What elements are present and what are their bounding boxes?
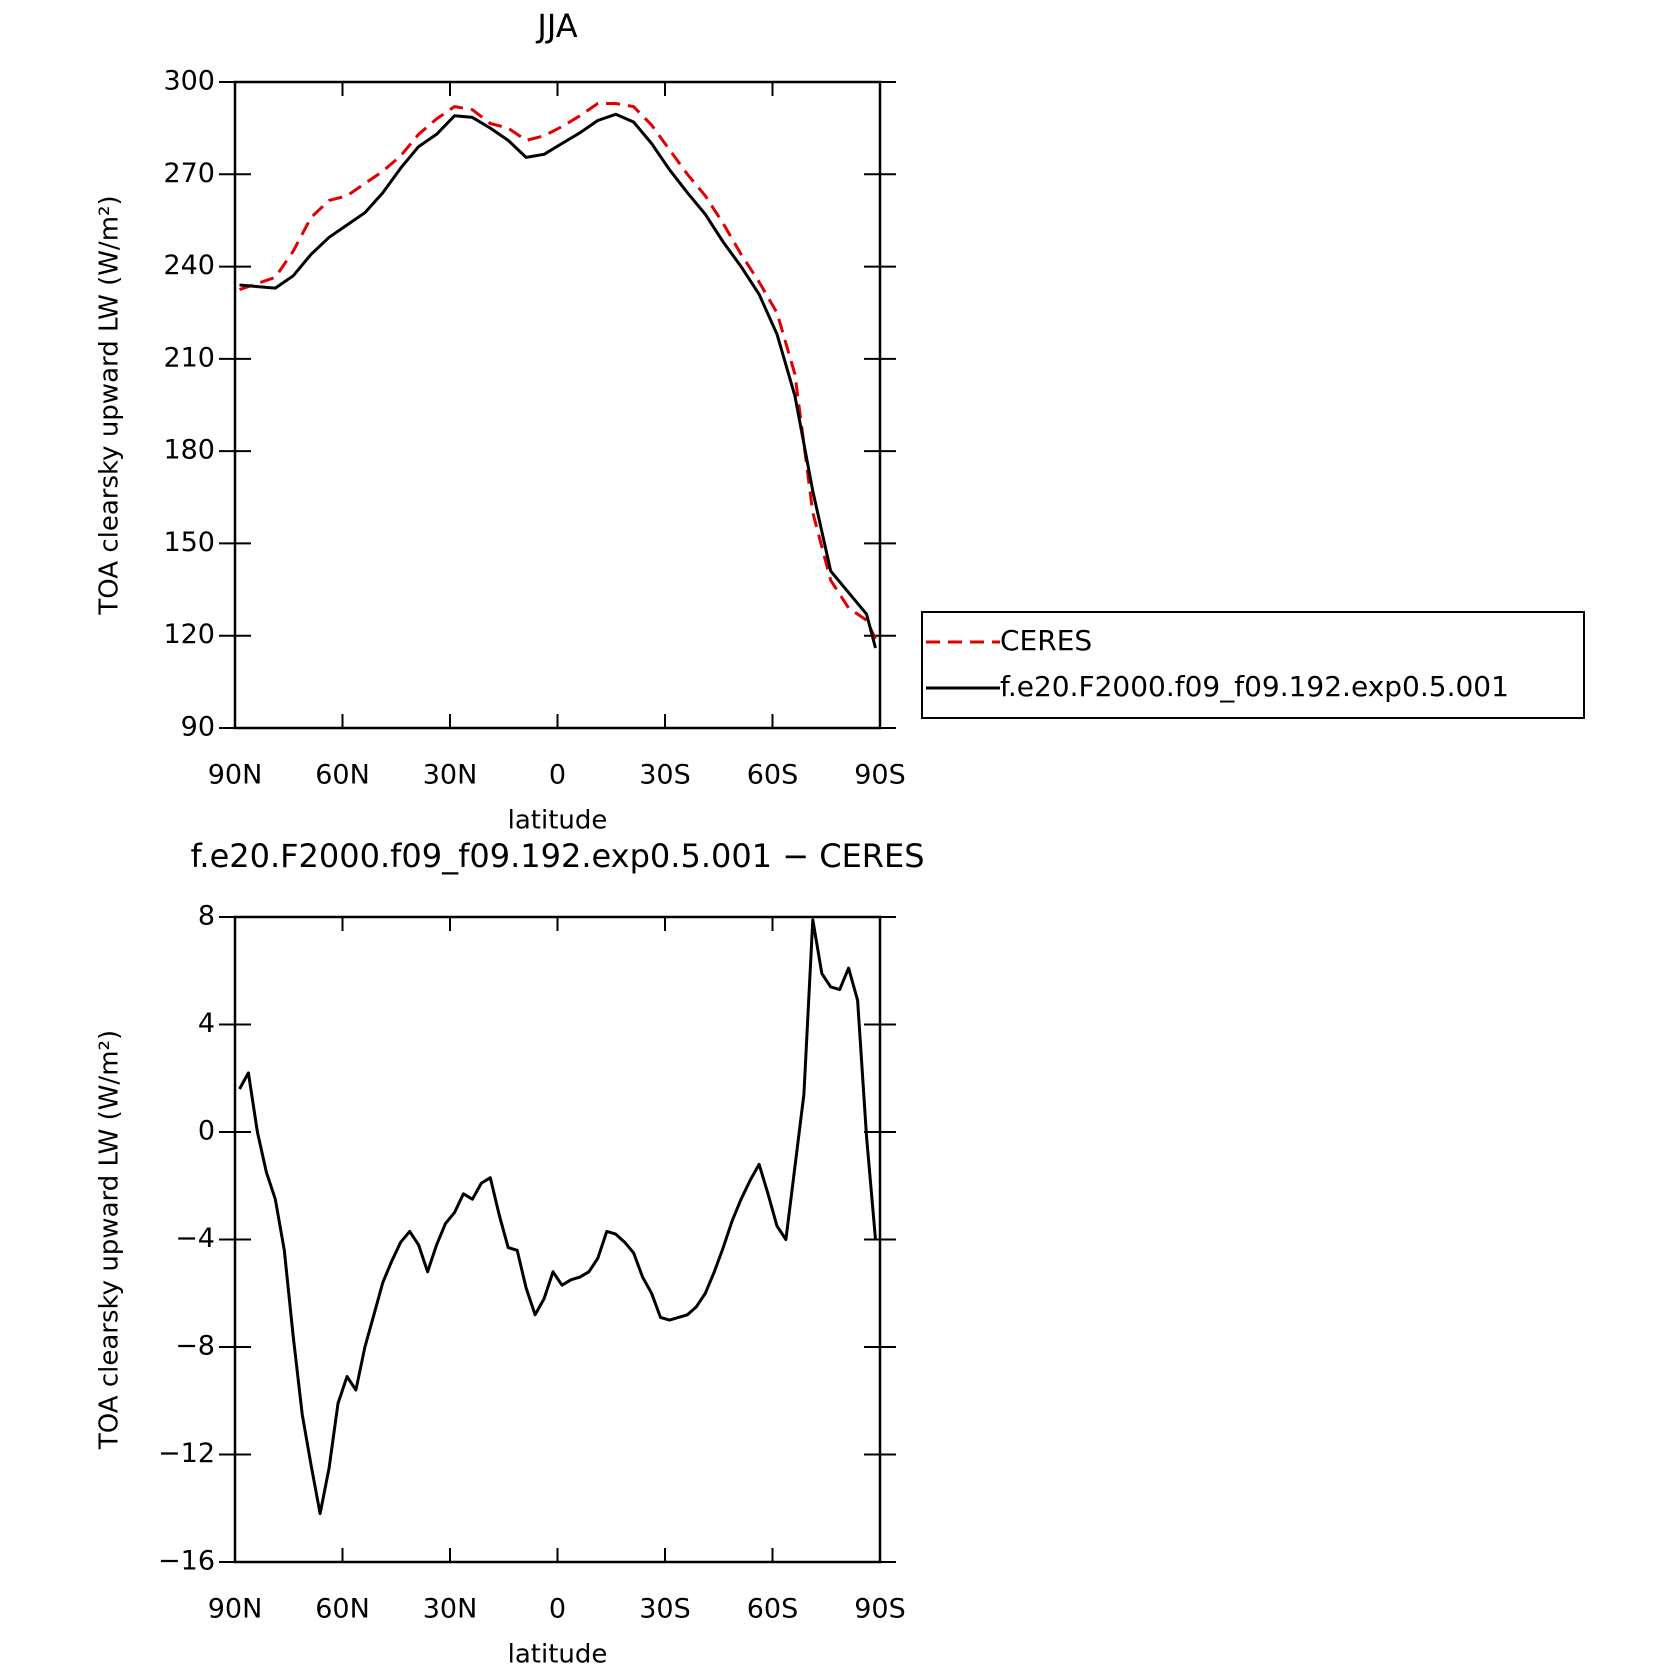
y-tick-label: −16 bbox=[158, 1546, 215, 1577]
y-tick-label: −4 bbox=[175, 1223, 215, 1254]
chart-title: f.e20.F2000.f09_f09.192.exp0.5.001 − CER… bbox=[190, 837, 924, 875]
x-tick-label: 0 bbox=[549, 1594, 566, 1625]
x-tick-label: 90N bbox=[208, 1594, 263, 1625]
y-tick-label: 240 bbox=[163, 250, 215, 281]
x-tick-label: 30S bbox=[639, 1594, 691, 1625]
x-tick-label: 60S bbox=[747, 760, 799, 791]
y-tick-label: 210 bbox=[163, 342, 215, 373]
x-tick-label: 0 bbox=[549, 760, 566, 791]
y-tick-label: 8 bbox=[198, 901, 215, 932]
x-tick-label: 90S bbox=[854, 760, 906, 791]
y-tick-label: 0 bbox=[198, 1116, 215, 1147]
y-tick-label: 300 bbox=[163, 66, 215, 97]
plot-frame bbox=[233, 80, 882, 730]
x-axis-label: latitude bbox=[508, 1640, 608, 1670]
x-tick-label: 90S bbox=[854, 1594, 906, 1625]
y-tick-label: 4 bbox=[198, 1008, 215, 1039]
y-tick-label: 150 bbox=[163, 527, 215, 558]
x-tick-label: 60N bbox=[315, 1594, 370, 1625]
x-tick-label: 30S bbox=[639, 760, 691, 791]
legend-label: CERES bbox=[1000, 624, 1092, 657]
x-axis-label: latitude bbox=[508, 806, 608, 836]
y-axis-label: TOA clearsky upward LW (W/m²) bbox=[95, 195, 125, 615]
data-line bbox=[239, 102, 877, 640]
x-tick-label: 90N bbox=[208, 760, 263, 791]
chart-title: JJA bbox=[535, 7, 577, 45]
x-tick-label: 30N bbox=[423, 760, 478, 791]
x-tick-label: 60S bbox=[747, 1594, 799, 1625]
y-tick-label: 270 bbox=[163, 158, 215, 189]
legend-label: f.e20.F2000.f09_f09.192.exp0.5.001 bbox=[1000, 670, 1509, 703]
y-tick-label: 120 bbox=[163, 619, 215, 650]
y-tick-label: 90 bbox=[181, 712, 215, 743]
panel: JJA latitude TOA clearsky upward LW (W/m²)… bbox=[95, 7, 1585, 836]
y-tick-label: −12 bbox=[158, 1438, 215, 1469]
y-axis-label: TOA clearsky upward LW (W/m²) bbox=[95, 1030, 125, 1450]
y-tick-label: −8 bbox=[175, 1331, 215, 1362]
x-tick-label: 30N bbox=[423, 1594, 478, 1625]
data-line bbox=[238, 918, 877, 1516]
panel: f.e20.F2000.f09_f09.192.exp0.5.001 − CER… bbox=[95, 837, 925, 1670]
data-line bbox=[239, 112, 877, 649]
x-tick-label: 60N bbox=[315, 760, 370, 791]
y-tick-label: 180 bbox=[163, 435, 215, 466]
plot-frame bbox=[233, 915, 882, 1564]
legend-box bbox=[921, 611, 1585, 719]
